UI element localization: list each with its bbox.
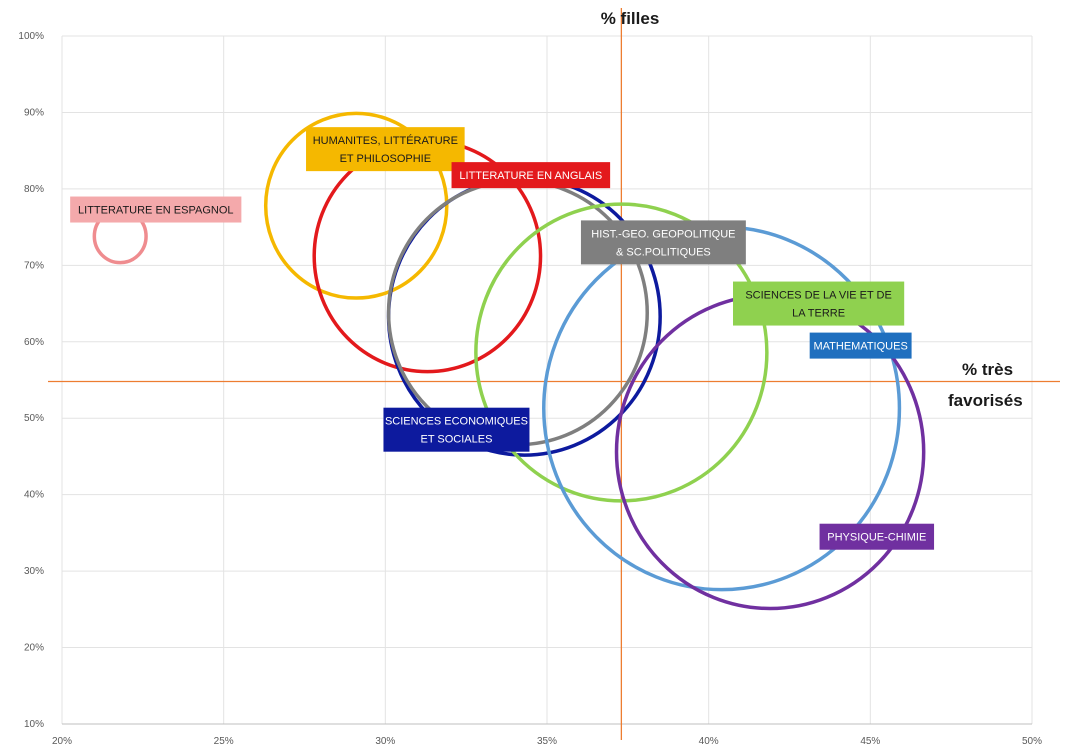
label-text: LA TERRE — [792, 308, 845, 320]
label-box — [809, 332, 912, 359]
x-tick-label: 25% — [214, 736, 234, 747]
bubble — [263, 111, 449, 300]
bubble — [474, 202, 769, 503]
x-axis-title-group: % très favorisés — [948, 360, 1023, 410]
y-tick-label: 50% — [24, 413, 44, 424]
label-text: HIST.-GEO. GEOPOLITIQUE — [591, 228, 735, 240]
bubble-label: SCIENCES DE LA VIE ET DE LA TERRE — [733, 281, 905, 326]
y-tick-label: 60% — [24, 337, 44, 348]
x-tick-label: 50% — [1022, 736, 1042, 747]
x-tick-label: 35% — [537, 736, 557, 747]
bubble-label: LITTERATURE EN ANGLAIS — [451, 162, 611, 189]
bubble-label: PHYSIQUE-CHIMIE — [819, 523, 935, 550]
y-tick-label: 40% — [24, 490, 44, 501]
label-text: PHYSIQUE-CHIMIE — [827, 532, 926, 544]
label-text: LITTERATURE EN ESPAGNOL — [78, 205, 233, 217]
bubble-label: MATHEMATIQUES — [809, 332, 912, 359]
label-box — [819, 523, 935, 550]
label-box — [580, 220, 746, 265]
y-tick-label: 80% — [24, 184, 44, 195]
y-tick-label: 10% — [24, 719, 44, 730]
label-text: LITTERATURE EN ANGLAIS — [459, 170, 602, 182]
label-box — [733, 281, 905, 326]
bubble-labels: LITTERATURE EN ESPAGNOL HUMANITES, LITTÉR… — [70, 127, 935, 550]
label-box — [306, 127, 465, 172]
label-text: HUMANITES, LITTÉRATURE — [313, 134, 458, 147]
label-text: SCIENCES ECONOMIQUES — [385, 416, 528, 428]
y-tick-label: 100% — [18, 31, 44, 42]
x-axis-ticks: 20% 25% 30% 35% 40% 45% 50% — [52, 736, 1042, 747]
bubble-label: HUMANITES, LITTÉRATURE ET PHILOSOPHIE — [306, 127, 465, 172]
y-axis-ticks: 10% 20% 30% 40% 50% 60% 70% 80% 90% 100% — [18, 31, 44, 730]
label-box — [451, 162, 611, 189]
label-text: & SC.POLITIQUES — [616, 246, 711, 258]
label-text: SCIENCES DE LA VIE ET DE — [745, 290, 892, 302]
y-tick-label: 70% — [24, 260, 44, 271]
label-box — [383, 407, 530, 452]
bubble-label: LITTERATURE EN ESPAGNOL — [70, 196, 242, 223]
y-tick-label: 20% — [24, 643, 44, 654]
label-text: ET SOCIALES — [420, 434, 492, 446]
x-axis-title-line1: % très — [962, 360, 1013, 379]
x-tick-label: 45% — [860, 736, 880, 747]
y-axis-title: % filles — [601, 9, 660, 28]
x-tick-label: 30% — [375, 736, 395, 747]
label-text: MATHEMATIQUES — [813, 341, 907, 353]
y-tick-label: 90% — [24, 107, 44, 118]
x-tick-label: 20% — [52, 736, 72, 747]
label-box — [70, 196, 242, 223]
y-tick-label: 30% — [24, 566, 44, 577]
bubble-label: SCIENCES ECONOMIQUES ET SOCIALES — [383, 407, 530, 452]
bubble — [386, 179, 649, 447]
x-axis-title-line2: favorisés — [948, 391, 1023, 410]
reference-lines — [48, 8, 1060, 740]
bubble-label: HIST.-GEO. GEOPOLITIQUE & SC.POLITIQUES — [580, 220, 746, 265]
x-tick-label: 40% — [699, 736, 719, 747]
label-text: ET PHILOSOPHIE — [340, 153, 432, 165]
